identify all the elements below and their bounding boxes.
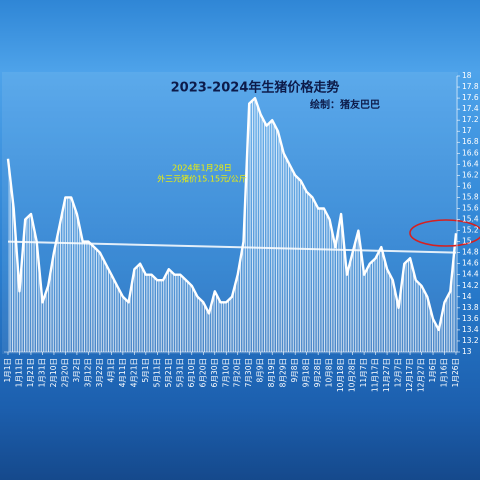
y-tick-label: 17 (462, 126, 472, 135)
x-tick-label: 1月21日 (26, 358, 35, 387)
x-tick-label: 8月9日 (256, 358, 265, 383)
annotation: 外三元猪价15.15元/公斤 (157, 174, 247, 184)
x-tick-label: 1月1日 (3, 358, 12, 383)
x-tick-label: 9月28日 (313, 358, 322, 387)
y-tick-label: 18 (462, 71, 472, 80)
x-tick-label: 10月18日 (336, 358, 345, 392)
annotation: 2024年1月28日 (172, 163, 232, 173)
x-tick-label: 8月29日 (279, 358, 288, 387)
y-tick-label: 13.6 (462, 314, 479, 323)
chart-title: 2023-2024年生猪价格走势 (171, 80, 340, 96)
line (6, 96, 458, 332)
x-tick-label: 12月7日 (394, 358, 403, 387)
x-tick-label: 4月21日 (129, 358, 138, 387)
x-tick-label: 6月30日 (210, 358, 219, 387)
x-tick-label: 5月11日 (152, 358, 161, 387)
x-tick-label: 11月17日 (371, 358, 380, 392)
y-tick-label: 14.4 (462, 270, 479, 279)
y-tick-label: 14.2 (462, 281, 479, 290)
y-tick-label: 13.4 (462, 325, 479, 334)
x-tick-label: 1月16日 (440, 358, 449, 387)
y-tick-label: 15.8 (462, 192, 479, 201)
y-tick-label: 14 (462, 292, 472, 301)
x-tick-label: 3月2日 (72, 358, 81, 383)
x-tick-label: 8月19日 (267, 358, 276, 387)
x-tick-label: 11月7日 (359, 358, 368, 387)
y-tick-label: 16.8 (462, 137, 479, 146)
y-tick-label: 16.6 (462, 148, 479, 157)
area (8, 98, 456, 352)
x-tick-label: 3月22日 (95, 358, 104, 387)
y-tick-label: 17.8 (462, 82, 479, 91)
x-tick-label: 4月11日 (118, 358, 127, 387)
x-tick-label: 9月8日 (290, 358, 299, 383)
y-tick-label: 17.4 (462, 104, 479, 113)
x-tick-label: 5月21日 (164, 358, 173, 387)
y-tick-label: 17.2 (462, 115, 479, 124)
x-tick-label: 9月18日 (302, 358, 311, 387)
y-tick-label: 15.2 (462, 226, 479, 235)
x-tick-label: 1月31日 (37, 358, 46, 387)
x-tick-label: 12月27日 (417, 358, 426, 392)
x-tick-label: 2月20日 (60, 358, 69, 387)
y-tick-label: 16.2 (462, 170, 479, 179)
x-tick-label: 2月10日 (49, 358, 58, 387)
x-tick-label: 7月10日 (221, 358, 230, 387)
x-tick-label: 10月28日 (348, 358, 357, 392)
x-tick-label: 6月10日 (187, 358, 196, 387)
x-tick-label: 1月26日 (451, 358, 460, 387)
plot (6, 96, 458, 352)
x-tick-label: 1月11日 (14, 358, 23, 387)
y-tick-label: 16.4 (462, 159, 479, 168)
y-tick-label: 14.6 (462, 259, 479, 268)
x-tick-label: 7月20日 (233, 358, 242, 387)
x-tick-label: 3月12日 (83, 358, 92, 387)
highlight-ellipse (409, 219, 480, 247)
x-tick-label: 7月30日 (244, 358, 253, 387)
x-tick-label: 10月8日 (325, 358, 334, 387)
y-tick-label: 15.4 (462, 215, 479, 224)
chart-subtitle: 绘制：猪友巴巴 (310, 98, 380, 111)
x-tick-label: 4月1日 (106, 358, 115, 383)
y-tick-label: 13.2 (462, 336, 479, 345)
x-tick-label: 12月17日 (405, 358, 414, 392)
x-tick-label: 11月27日 (382, 358, 391, 392)
y-tick-label: 17.6 (462, 93, 479, 102)
y-tick-label: 15 (462, 237, 472, 246)
y-tick-label: 13.8 (462, 303, 479, 312)
x-tick-label: 6月20日 (198, 358, 207, 387)
x-tick-label: 1月6日 (428, 358, 437, 383)
y-tick-label: 14.8 (462, 248, 479, 257)
y-tick-label: 13 (462, 347, 472, 356)
x-tick-label: 5月31日 (175, 358, 184, 387)
y-tick-label: 15.6 (462, 203, 479, 212)
y-tick-label: 16 (462, 181, 472, 190)
trend-line (7, 240, 457, 254)
x-tick-label: 5月1日 (141, 358, 150, 383)
